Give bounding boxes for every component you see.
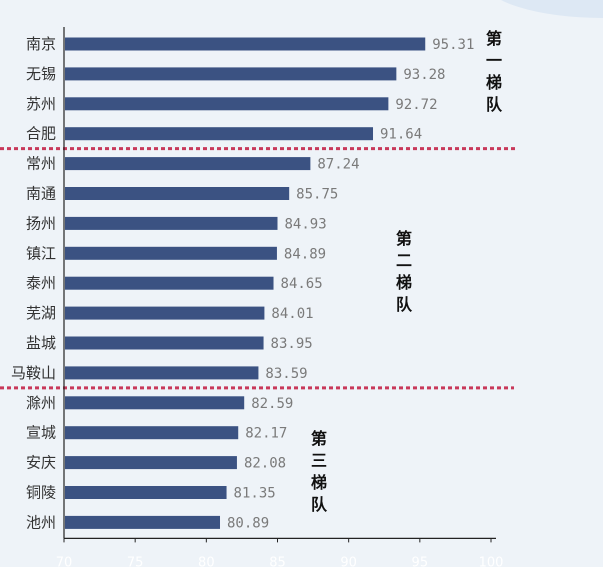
- value-label: 93.28: [403, 67, 445, 83]
- category-label: 盐城: [26, 334, 56, 352]
- value-label: 95.31: [432, 37, 474, 53]
- value-label: 84.89: [284, 246, 326, 262]
- value-label: 84.01: [271, 306, 313, 322]
- category-label: 常州: [26, 155, 56, 173]
- category-label: 铜陵: [26, 484, 56, 502]
- bar: [65, 396, 245, 410]
- value-label: 82.59: [251, 396, 293, 412]
- category-label: 合肥: [26, 125, 56, 143]
- bar: [65, 306, 265, 320]
- category-label: 宣城: [26, 424, 56, 442]
- bar: [65, 486, 227, 499]
- category-label: 滁州: [26, 394, 56, 412]
- bar: [65, 127, 374, 141]
- corner-decoration: [500, 0, 603, 18]
- x-tick-label: 70: [56, 555, 73, 567]
- category-label: 马鞍山: [11, 364, 56, 382]
- tier-label-first: 第一梯队: [485, 29, 502, 114]
- x-tick-label: 80: [198, 555, 215, 567]
- bar: [65, 276, 274, 290]
- x-tick-label: 95: [412, 555, 429, 567]
- value-label: 82.08: [244, 456, 286, 472]
- category-label: 安庆: [26, 454, 56, 472]
- x-tick-label: 90: [340, 555, 357, 567]
- tier-label-second: 第二梯队: [395, 229, 412, 314]
- value-label: 85.75: [296, 187, 338, 203]
- x-tick-label: 75: [127, 555, 144, 567]
- category-label: 苏州: [26, 95, 56, 113]
- x-tick-label: 85: [269, 555, 286, 567]
- bar: [65, 515, 221, 529]
- value-label: 84.65: [281, 276, 323, 292]
- bar: [65, 157, 311, 171]
- bar: [65, 336, 264, 350]
- category-label: 芜湖: [26, 304, 56, 322]
- bar: [65, 97, 389, 111]
- x-tick-label: 100: [479, 555, 504, 567]
- category-label: 池州: [26, 513, 56, 531]
- category-label: 南京: [26, 35, 56, 53]
- category-label: 镇江: [26, 244, 56, 262]
- value-label: 83.95: [271, 336, 313, 352]
- value-label: 84.93: [285, 216, 327, 232]
- value-label: 83.59: [265, 366, 307, 382]
- bar: [65, 67, 397, 81]
- tier-label-third: 第三梯队: [310, 429, 327, 514]
- value-label: 91.64: [380, 127, 422, 143]
- category-label: 扬州: [26, 214, 56, 232]
- bar: [65, 366, 259, 380]
- bar: [65, 246, 277, 260]
- value-label: 82.17: [245, 426, 287, 442]
- value-label: 81.35: [234, 486, 276, 502]
- value-label: 87.24: [317, 157, 359, 173]
- bar: [65, 37, 426, 51]
- bar: [65, 216, 278, 230]
- bar: [65, 456, 237, 470]
- category-label: 无锡: [26, 65, 56, 83]
- bar: [65, 187, 290, 200]
- bar: [65, 426, 239, 440]
- category-label: 南通: [26, 185, 56, 203]
- value-label: 92.72: [395, 97, 437, 113]
- category-label: 泰州: [26, 274, 56, 292]
- value-label: 80.89: [227, 515, 269, 531]
